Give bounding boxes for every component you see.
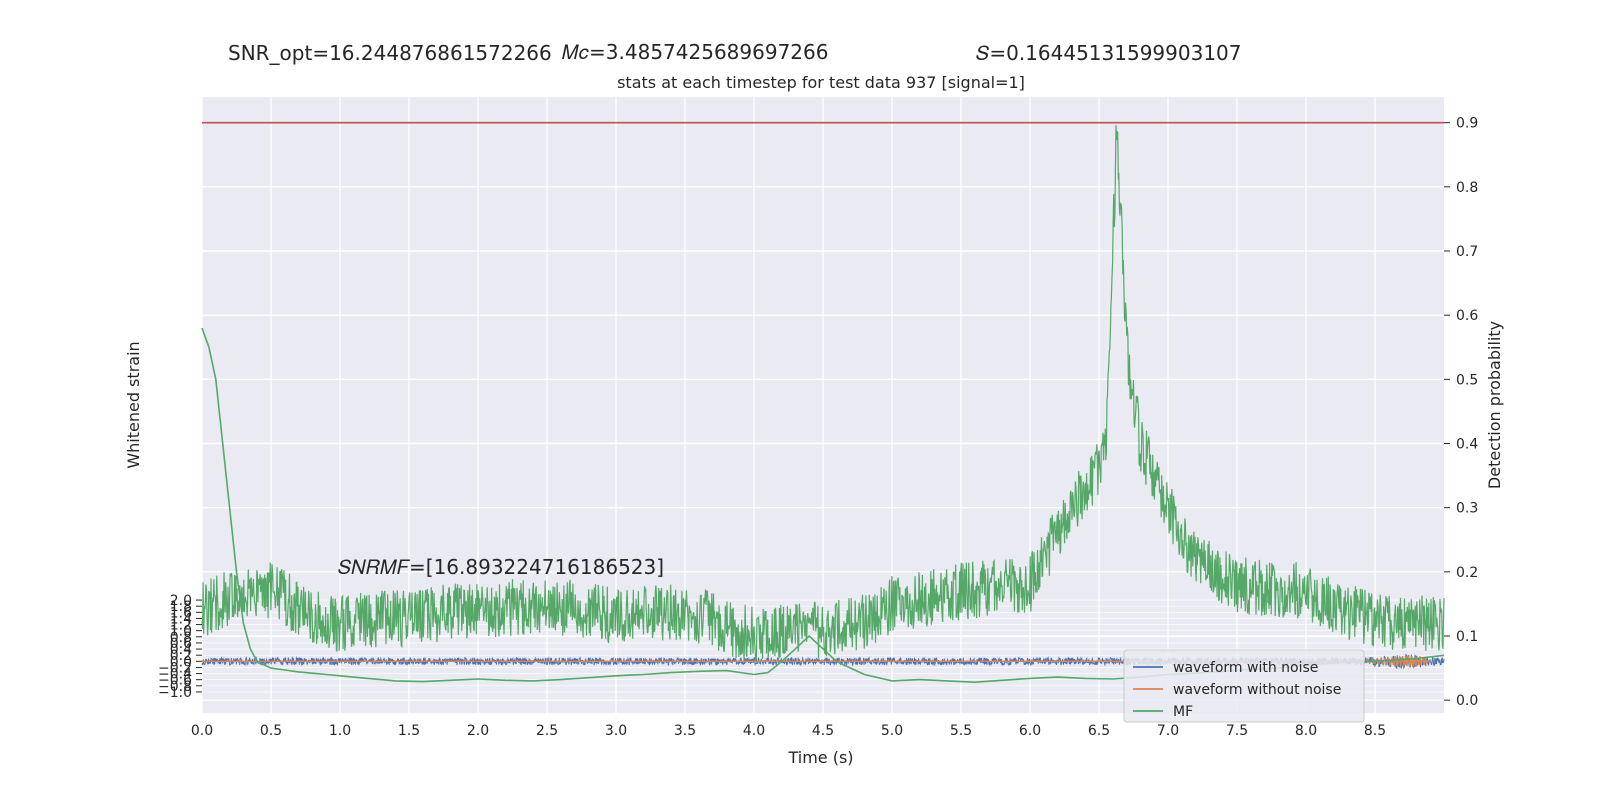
- x-tick-label: 3.0: [605, 723, 627, 739]
- x-tick-label: 8.0: [1295, 723, 1317, 739]
- x-tick-label: 8.5: [1364, 723, 1386, 739]
- snr-mf-annotation: 𝑆𝑁𝑅𝑀𝐹=[16.893224716186523]: [338, 555, 664, 579]
- y-tick-label-left: 1.6: [170, 605, 192, 621]
- y-tick-label-right: 0.9: [1456, 116, 1478, 132]
- legend-entry: waveform without noise: [1173, 682, 1341, 698]
- left-axis-ticks: −1.0−0.8−0.6−0.4−0.20.00.20.40.60.81.01.…: [158, 593, 202, 701]
- y-tick-label-right: 0.1: [1456, 629, 1478, 645]
- x-tick-label: 0.5: [260, 723, 282, 739]
- y-tick-label-right: 0.8: [1456, 180, 1478, 196]
- x-tick-label: 7.0: [1157, 723, 1179, 739]
- series-detection-probability: [201, 125, 1445, 662]
- left-axis-label: Whitened strain: [124, 341, 143, 468]
- x-tick-label: 3.5: [674, 723, 696, 739]
- y-tick-label-right: 0.3: [1456, 501, 1478, 517]
- y-tick-label-left: 2.0: [170, 593, 192, 609]
- legend: waveform with noise waveform without nois…: [1123, 649, 1365, 723]
- x-tick-label: 0.0: [191, 723, 213, 739]
- x-tick-label: 4.5: [812, 723, 834, 739]
- y-tick-label-right: 0.7: [1456, 244, 1478, 260]
- x-axis-ticks: 0.0 0.5 1.0 1.5 2.0 2.5 3.0 3.5 4.0 4.5 5.0 5.5 6.0 6…: [191, 723, 1386, 739]
- x-tick-label: 2.0: [467, 723, 489, 739]
- legend-entry: waveform with noise: [1173, 660, 1318, 676]
- legend-box: [1123, 649, 1365, 723]
- legend-entry: MF: [1173, 704, 1193, 720]
- y-tick-label-left: 1.0: [170, 624, 192, 640]
- x-tick-label: 6.0: [1019, 723, 1041, 739]
- y-tick-label-right: 0.0: [1456, 693, 1478, 709]
- right-axis-ticks: 0.0 0.1 0.2 0.3 0.4 0.5 0.6 0.7 0.8 0.9: [1444, 116, 1478, 709]
- x-tick-label: 5.5: [950, 723, 972, 739]
- y-tick-label-left: −0.8: [158, 679, 192, 695]
- y-tick-label-right: 0.4: [1456, 437, 1478, 453]
- y-tick-label-right: 0.5: [1456, 372, 1478, 388]
- x-tick-label: 6.5: [1088, 723, 1110, 739]
- right-axis-label: Detection probability: [1485, 321, 1504, 489]
- y-tick-label-right: 0.2: [1456, 565, 1478, 581]
- snr-opt-annotation: SNR_opt=16.244876861572266: [228, 41, 552, 65]
- x-tick-label: 7.5: [1226, 723, 1248, 739]
- s-annotation: 𝑆=0.16445131599903107: [976, 41, 1242, 65]
- y-tick-label-left: 0.8: [170, 630, 192, 646]
- chart-title: stats at each timestep for test data 937…: [617, 73, 1025, 92]
- y-tick-label-right: 0.6: [1456, 308, 1478, 324]
- y-tick-label-left: −1.0: [158, 685, 192, 701]
- x-tick-label: 1.5: [398, 723, 420, 739]
- chirp-mass-annotation: 𝑀𝑐=3.4857425689697266: [562, 40, 828, 64]
- y-tick-label-left: 0.4: [170, 642, 192, 658]
- y-tick-label-left: 1.2: [170, 618, 192, 634]
- x-tick-label: 2.5: [536, 723, 558, 739]
- y-tick-label-left: 0.6: [170, 636, 192, 652]
- y-tick-label-left: −0.6: [158, 673, 192, 689]
- x-tick-label: 1.0: [329, 723, 351, 739]
- x-tick-label: 5.0: [881, 723, 903, 739]
- y-tick-label-left: −0.4: [158, 667, 192, 683]
- y-tick-label-left: 0.2: [170, 648, 192, 664]
- y-tick-label-left: 1.4: [170, 611, 192, 627]
- x-axis-label: Time (s): [787, 748, 853, 767]
- x-tick-label: 4.0: [743, 723, 765, 739]
- y-tick-label-left: 1.8: [170, 599, 192, 615]
- y-tick-label-left: 0.0: [170, 654, 192, 670]
- y-tick-label-left: −0.2: [158, 660, 192, 676]
